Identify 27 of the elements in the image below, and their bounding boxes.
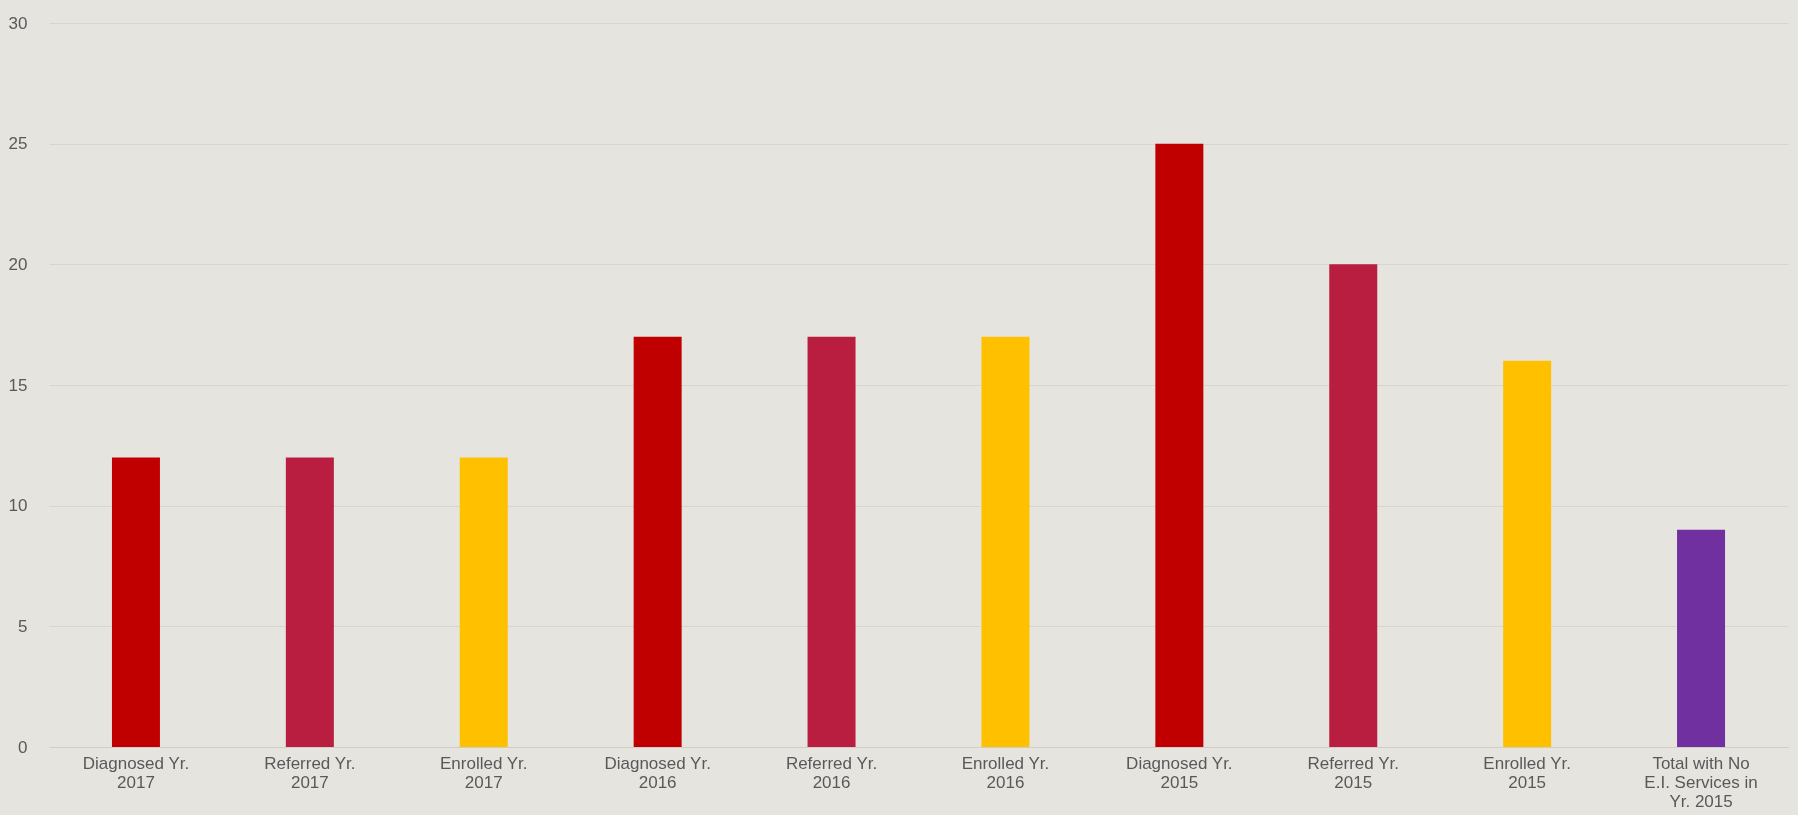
bar bbox=[633, 336, 682, 747]
y-tick-label: 10 bbox=[8, 496, 28, 516]
x-tick-label: Enrolled Yr. 2016 bbox=[961, 753, 1050, 792]
bar bbox=[285, 457, 334, 747]
y-tick-label: 20 bbox=[8, 254, 28, 274]
y-tick-label: 15 bbox=[8, 375, 28, 395]
y-tick-label: 30 bbox=[8, 13, 28, 33]
y-tick-label: 25 bbox=[8, 134, 28, 154]
x-tick-label: Total with No E.I. Services in Yr. 2015 bbox=[1644, 753, 1758, 811]
x-tick-label: Enrolled Yr. 2015 bbox=[1483, 753, 1571, 792]
x-tick-label: Enrolled Yr. 2017 bbox=[439, 753, 528, 792]
x-tick-label: Diagnosed Yr. 2017 bbox=[82, 753, 190, 792]
x-tick-label: Referred Yr. 2016 bbox=[785, 753, 878, 792]
bar bbox=[981, 336, 1030, 747]
y-tick-label: 5 bbox=[18, 616, 28, 636]
x-tick-label: Diagnosed Yr. 2016 bbox=[604, 753, 711, 792]
bar bbox=[1677, 529, 1726, 747]
x-tick-label: Referred Yr. 2017 bbox=[264, 753, 356, 792]
bar bbox=[1503, 360, 1552, 747]
x-tick-label: Diagnosed Yr. 2015 bbox=[1126, 753, 1233, 792]
y-tick-label: 0 bbox=[18, 737, 28, 757]
x-tick-label: Referred Yr. 2015 bbox=[1307, 753, 1399, 792]
bar bbox=[459, 457, 508, 747]
bar bbox=[1329, 264, 1378, 747]
bar bbox=[1155, 143, 1204, 747]
bar bbox=[807, 336, 856, 747]
bar bbox=[111, 457, 160, 747]
